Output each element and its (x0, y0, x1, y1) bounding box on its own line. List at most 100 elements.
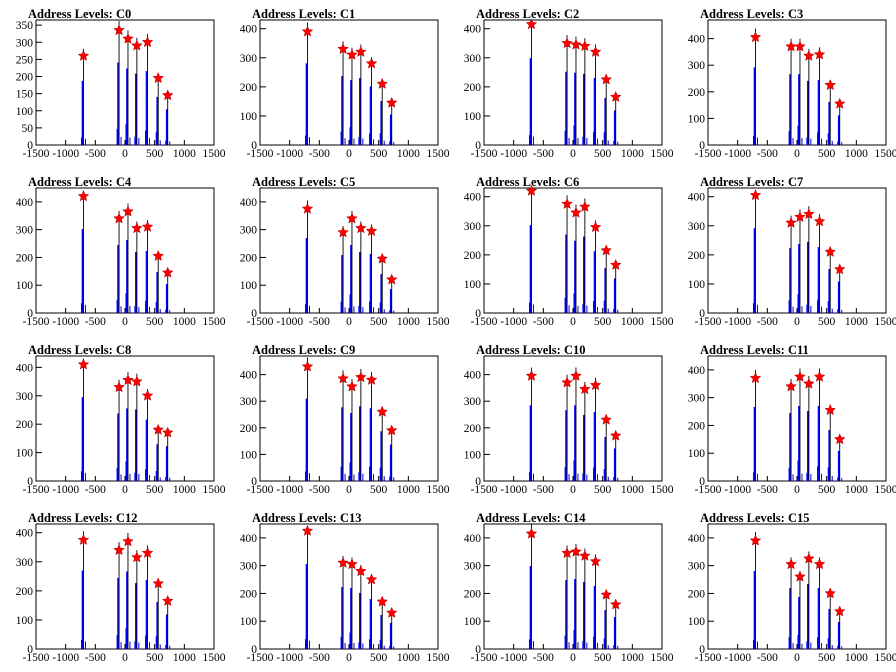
y-tick-label: 300 (16, 557, 34, 569)
peak-marker (525, 184, 538, 196)
peak-marker (337, 42, 349, 55)
x-tick-label: -500 (85, 316, 106, 328)
peak-marker (609, 429, 622, 441)
y-tick-label: 0 (251, 308, 257, 320)
y-tick-label: 200 (688, 250, 706, 262)
y-tick-label: 200 (688, 588, 706, 600)
x-tick-label: 500 (146, 316, 164, 328)
axes-frame (483, 187, 663, 314)
y-tick-label: 300 (688, 393, 706, 405)
x-tick-label: 500 (146, 484, 164, 496)
y-tick-label: 200 (688, 87, 706, 99)
x-tick-label: -500 (757, 484, 778, 496)
y-tick-label: 50 (22, 123, 34, 135)
y-tick-label: 400 (16, 197, 34, 209)
peak-marker (824, 404, 837, 416)
chart-panel: Address Levels: C5 0 100 200 300 400 -1500 -100… (240, 175, 450, 328)
peak-marker (749, 31, 762, 43)
peak-marker (561, 376, 573, 388)
x-tick-label: 0 (570, 652, 576, 664)
y-tick-label: 100 (688, 616, 706, 628)
chart-panel: Address Levels: C11 0 100 200 300 400 -1500 -10… (688, 343, 896, 496)
x-tick-label: -1500 (247, 148, 274, 160)
chart-title: Address Levels: C11 (700, 343, 809, 357)
x-tick-label: -1500 (695, 484, 722, 496)
x-tick-label: 0 (346, 316, 352, 328)
x-tick-label: -1000 (52, 484, 79, 496)
chart-title: Address Levels: C14 (476, 511, 586, 525)
y-tick-label: 400 (688, 365, 706, 377)
x-tick-label: 1500 (875, 484, 896, 496)
y-tick-label: 100 (464, 616, 482, 628)
peak-marker (525, 527, 538, 539)
x-tick-label: -1000 (52, 148, 79, 160)
peak-marker (589, 555, 602, 567)
x-tick-label: 1000 (397, 316, 420, 328)
peak-marker (122, 373, 134, 386)
y-tick-label: 400 (240, 197, 258, 209)
x-tick-label: -1500 (695, 148, 722, 160)
y-tick-label: 100 (16, 615, 34, 627)
x-tick-label: 1500 (427, 316, 450, 328)
x-tick-label: 1500 (427, 484, 450, 496)
x-tick-label: 1000 (397, 484, 420, 496)
peak-marker (376, 252, 389, 264)
peak-marker (749, 372, 762, 384)
x-tick-label: -1000 (724, 316, 751, 328)
chart-title: Address Levels: C0 (28, 7, 131, 21)
x-tick-label: 1000 (173, 316, 196, 328)
x-tick-label: -1000 (276, 652, 303, 664)
x-tick-label: -1500 (471, 652, 498, 664)
axes-frame (483, 19, 663, 146)
axes-frame (259, 355, 439, 482)
x-tick-label: 1500 (651, 652, 674, 664)
x-tick-label: -500 (533, 652, 554, 664)
axes-frame (35, 355, 215, 482)
peak-marker (77, 49, 90, 61)
y-tick-label: 200 (464, 588, 482, 600)
x-tick-label: -1500 (247, 652, 274, 664)
peak-marker (152, 72, 165, 84)
peak-marker (376, 405, 389, 417)
peak-marker (600, 73, 613, 85)
peak-marker (579, 383, 591, 395)
peak-marker (385, 273, 398, 285)
y-tick-label: 400 (688, 533, 706, 545)
peak-marker (813, 215, 826, 227)
peak-marker (794, 210, 806, 223)
y-tick-label: 0 (27, 476, 33, 488)
chart-title: Address Levels: C5 (252, 175, 355, 189)
axes-frame (35, 523, 215, 650)
y-tick-label: 100 (240, 280, 258, 292)
y-tick-label: 200 (16, 252, 34, 264)
y-tick-label: 100 (688, 113, 706, 125)
x-tick-label: 0 (794, 484, 800, 496)
y-tick-label: 400 (16, 362, 34, 374)
y-tick-label: 400 (464, 533, 482, 545)
peak-marker (600, 413, 613, 425)
y-tick-label: 0 (27, 308, 33, 320)
x-tick-label: -1500 (23, 148, 50, 160)
y-tick-label: 0 (699, 308, 705, 320)
peak-marker (365, 224, 378, 237)
chart-title: Address Levels: C15 (700, 511, 810, 525)
x-tick-label: 1500 (203, 652, 226, 664)
y-tick-label: 400 (688, 192, 706, 204)
peak-marker (525, 369, 538, 381)
y-tick-label: 400 (464, 370, 482, 382)
y-tick-label: 250 (16, 54, 34, 66)
chart-panel: Address Levels: C7 0 100 200 300 400 -1500 -100… (688, 175, 896, 328)
x-tick-label: 0 (794, 148, 800, 160)
x-tick-label: -500 (533, 484, 554, 496)
chart-title: Address Levels: C10 (476, 343, 586, 357)
x-tick-label: 1000 (621, 316, 644, 328)
y-tick-label: 200 (240, 82, 258, 94)
y-tick-label: 0 (251, 140, 257, 152)
y-tick-label: 100 (240, 449, 258, 461)
x-tick-label: 1500 (875, 652, 896, 664)
x-tick-label: 1500 (875, 148, 896, 160)
peak-marker (803, 208, 815, 220)
peak-marker (337, 372, 349, 384)
peak-marker (824, 79, 837, 91)
x-tick-label: 0 (570, 316, 576, 328)
